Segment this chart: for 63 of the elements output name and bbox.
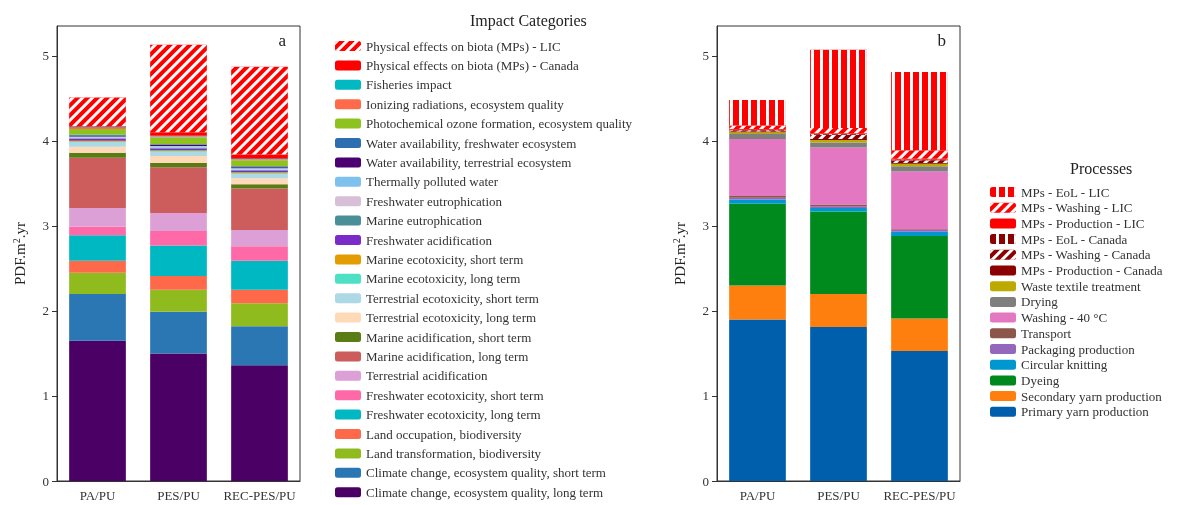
y-tick-label: 5 <box>702 48 709 64</box>
legend-label: Freshwater ecotoxicity, short term <box>366 387 544 403</box>
legend-label: Land transformation, biodiversity <box>366 445 542 461</box>
legend-label: Secondary yarn production <box>1021 388 1163 404</box>
legend-label: Transport <box>1021 325 1072 341</box>
y-tick-label: 2 <box>702 303 709 319</box>
legend-label: Marine ecotoxicity, short term <box>366 251 524 267</box>
legend-label: Fisheries impact <box>366 77 452 93</box>
legend-label: Marine ecotoxicity, long term <box>366 271 521 287</box>
legend-label: Climate change, ecosystem quality, short term <box>366 465 606 481</box>
legend-title: Processes <box>1070 159 1133 177</box>
y-tick-label: 3 <box>702 218 709 234</box>
annotation: a <box>278 31 287 50</box>
legend-label: Marine acidification, long term <box>366 348 529 364</box>
y-tick-label: 1 <box>42 388 49 404</box>
y-tick-label: 1 <box>702 388 709 404</box>
legend-label: Freshwater acidification <box>366 232 493 248</box>
legend-label: Waste textile treatment <box>1021 278 1141 294</box>
y-axis-title: PDF.m2.yr <box>10 222 28 285</box>
legend-label: MPs - Washing - LIC <box>1021 200 1133 216</box>
y-tick-label: 5 <box>42 48 49 64</box>
x-tick-label: REC-PES/PU <box>223 488 297 503</box>
legend-label: Land occupation, biodiversity <box>366 426 523 442</box>
legend-label: Terrestrial acidification <box>366 368 488 384</box>
legend-label: Thermally polluted water <box>366 174 499 190</box>
legend-label: Physical effects on biota (MPs) - LIC <box>366 38 561 54</box>
x-tick-label: PES/PU <box>157 488 201 503</box>
legend-label: Packaging production <box>1021 341 1136 357</box>
y-axis-title: PDF.m2.yr <box>670 222 688 285</box>
legend-label: Photochemical ozone formation, ecosystem quality <box>366 116 633 132</box>
legend-label: MPs - Washing - Canada <box>1021 247 1151 263</box>
legend-label: Drying <box>1021 294 1059 310</box>
legend-label: MPs - Production - LIC <box>1021 215 1145 231</box>
legend-label: Dyeing <box>1021 372 1060 388</box>
y-tick-label: 2 <box>42 303 49 319</box>
legend-label: Marine eutrophication <box>366 213 483 229</box>
legend-label: Marine acidification, short term <box>366 329 532 345</box>
legend-label: Terrestrial ecotoxicity, short term <box>366 290 539 306</box>
legend-label: Terrestrial ecotoxicity, long term <box>366 310 537 326</box>
legend-label: Climate change, ecosystem quality, long term <box>366 484 604 500</box>
y-tick-label: 3 <box>42 218 49 234</box>
legend-label: Freshwater eutrophication <box>366 193 503 209</box>
legend-label: Circular knitting <box>1021 357 1108 373</box>
legend-label: MPs - EoL - Canada <box>1021 231 1128 247</box>
y-tick-label: 4 <box>42 133 50 149</box>
legend-label: MPs - EoL - LIC <box>1021 184 1110 200</box>
legend-title: Impact Categories <box>470 11 587 30</box>
legend-label: MPs - Production - Canada <box>1021 263 1163 278</box>
legend-label: Freshwater ecotoxicity, long term <box>366 407 541 423</box>
x-tick-label: PA/PU <box>739 488 776 503</box>
legend-label: Water availability, terrestrial ecosystem <box>366 154 572 170</box>
x-tick-label: REC-PES/PU <box>883 488 957 503</box>
annotation: b <box>937 31 946 50</box>
y-tick-label: 0 <box>42 473 49 489</box>
legend-label: Water availability, freshwater ecosystem <box>366 135 577 151</box>
y-tick-label: 4 <box>702 133 710 149</box>
legend-label: Washing - 40 °C <box>1021 310 1108 326</box>
legend-label: Physical effects on biota (MPs) - Canada <box>366 57 579 73</box>
legend-label: Ionizing radiations, ecosystem quality <box>366 96 565 112</box>
x-tick-label: PA/PU <box>79 488 116 503</box>
legend-label: Primary yarn production <box>1021 404 1150 420</box>
x-tick-label: PES/PU <box>817 488 861 503</box>
y-tick-label: 0 <box>702 473 709 489</box>
